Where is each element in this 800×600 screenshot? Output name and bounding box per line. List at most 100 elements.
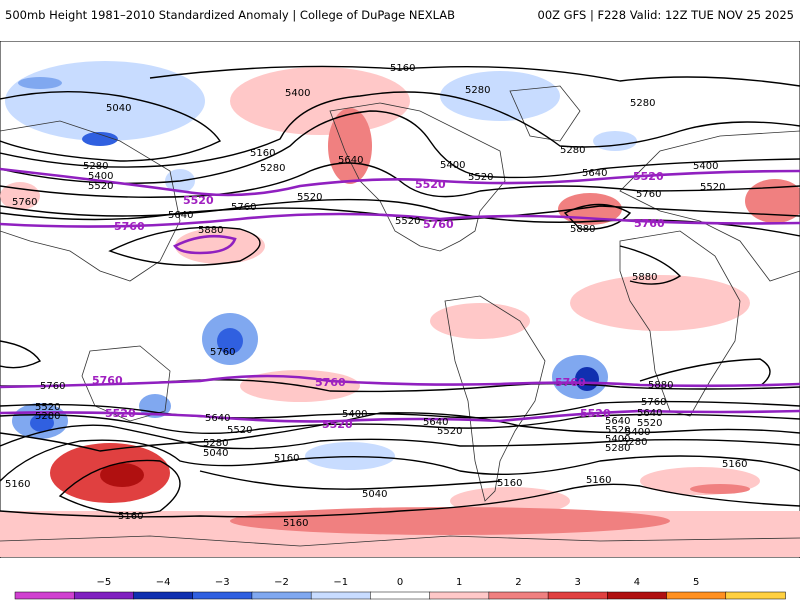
contour-label: 5520: [605, 425, 630, 436]
legend-tick-label: −4: [156, 577, 171, 588]
contour-5880-atlantic: [563, 203, 632, 230]
asia-west-outline: [0, 120, 181, 282]
legend-color-swatch: [192, 591, 253, 600]
contour-label: 5760: [641, 397, 666, 408]
contour-label: 5400: [605, 434, 630, 445]
contour-label: 5520: [88, 181, 113, 192]
positive-anomaly-area: [328, 108, 372, 184]
legend-tick-label: 5: [693, 577, 699, 588]
reference-label: 5760: [634, 217, 665, 230]
legend-color-swatch: [310, 591, 372, 600]
eurasia-outline: [619, 130, 800, 282]
contour-label: 5640: [338, 155, 363, 166]
antarctica-outline: [0, 535, 800, 547]
negative-anomaly-area: [305, 442, 395, 470]
positive-anomaly-area: [0, 182, 40, 210]
contour-label: 5520: [468, 172, 493, 183]
contour-label: 5280: [622, 437, 647, 448]
height-anomaly-map: 5160 5400 5280 5040 5280 5160 5280 5520 …: [0, 41, 800, 558]
contour-labels: 5160 5400 5280 5040 5280 5160 5280 5520 …: [5, 63, 747, 529]
negative-anomaly-area: [139, 394, 171, 418]
contour-5400-south: [0, 412, 800, 452]
reference-label: 5760: [92, 374, 123, 387]
reference-label: 5520: [183, 194, 214, 207]
contour-label: 5640: [605, 416, 630, 427]
model-run-info: 00Z GFS | F228 Valid: 12Z TUE NOV 25 202…: [537, 8, 795, 22]
contour-label: 5760: [231, 202, 256, 213]
legend-color-swatch: [547, 591, 609, 600]
anomaly-shading: [0, 61, 800, 557]
contour-label: 5160: [390, 63, 415, 74]
contour-5640-south: [0, 400, 800, 419]
contour-5160-polar: [0, 483, 800, 518]
contour-label: 5280: [260, 163, 285, 174]
contour-label: 5400: [693, 161, 718, 172]
legend-color-swatch: [429, 591, 490, 600]
reference-label: 5520: [580, 407, 611, 420]
purple-5760-north: [0, 212, 800, 228]
contour-label: 5400: [88, 171, 113, 182]
contour-5040-south: [58, 459, 181, 515]
negative-anomaly-area: [593, 131, 637, 151]
contour-5760-north: [0, 198, 800, 237]
legend-tick-label: 4: [634, 577, 640, 588]
contour-label: 5040: [106, 103, 131, 114]
contour-label: 5640: [168, 210, 193, 221]
reference-label: 5520: [415, 178, 446, 191]
positive-anomaly-area: [745, 179, 800, 223]
legend-color-swatch: [725, 591, 786, 600]
legend-tick-label: 3: [575, 577, 581, 588]
contour-label: 5640: [423, 417, 448, 428]
chart-title: 500mb Height 1981–2010 Standardized Anom…: [5, 8, 456, 22]
contour-label: 5400: [342, 409, 367, 420]
south-america-outline: [444, 295, 546, 502]
contour-label: 5280: [560, 145, 585, 156]
contour-label: 5280: [605, 443, 630, 454]
contour-label: 5400: [440, 160, 465, 171]
contour-label: 5040: [203, 448, 228, 459]
contour-5880-pacific: [108, 226, 261, 266]
purple-5880-pacific: [173, 234, 237, 255]
positive-anomaly-area: [230, 507, 670, 535]
height-contours: [0, 65, 800, 518]
color-scale-legend: −5 −4 −3 −2 −1 0 1 2 3 4 5: [14, 577, 786, 600]
contour-label: 5520: [637, 418, 662, 429]
purple-5760-south: [0, 374, 800, 389]
australia-outline: [81, 345, 171, 422]
contour-label: 5520: [297, 192, 322, 203]
legend-color-swatch: [73, 591, 135, 600]
positive-anomaly-area: [100, 463, 144, 487]
legend-tick-label: 1: [456, 577, 462, 588]
contour-label: 5040: [362, 489, 387, 500]
negative-anomaly-area: [18, 77, 62, 89]
contour-label: 5280: [203, 438, 228, 449]
contour-5400-north: [0, 110, 800, 184]
reference-label: 5520: [105, 407, 136, 420]
reference-label: 5520: [633, 170, 664, 183]
contour-5880-south: [639, 358, 771, 387]
positive-anomaly-area: [430, 303, 530, 339]
contour-label: 5760: [12, 197, 37, 208]
contour-5280-south: [0, 424, 800, 450]
legend-tick-label: 2: [515, 577, 521, 588]
contour-label: 5520: [700, 182, 725, 193]
negative-anomaly-area: [440, 71, 560, 121]
contour-label: 5640: [582, 168, 607, 179]
purple-5520-north: [0, 167, 800, 197]
contour-label: 5640: [637, 408, 662, 419]
contour-5880-africa: [619, 245, 682, 285]
contour-5520-south: [0, 413, 800, 435]
contour-label: 5280: [83, 161, 108, 172]
contour-label: 5640: [205, 413, 230, 424]
africa-outline: [619, 230, 741, 417]
contour-5160-north: [149, 65, 800, 87]
legend-color-swatch: [370, 591, 431, 600]
legend-color-swatch: [607, 591, 668, 600]
reference-label: 5760: [423, 218, 454, 231]
contour-5040-south-center: [199, 470, 501, 490]
contour-label: 5760: [210, 347, 235, 358]
contour-label: 5520: [395, 216, 420, 227]
contour-5760-west: [0, 340, 42, 369]
contour-5040-north: [0, 90, 222, 162]
legend-color-swatch: [14, 591, 75, 600]
